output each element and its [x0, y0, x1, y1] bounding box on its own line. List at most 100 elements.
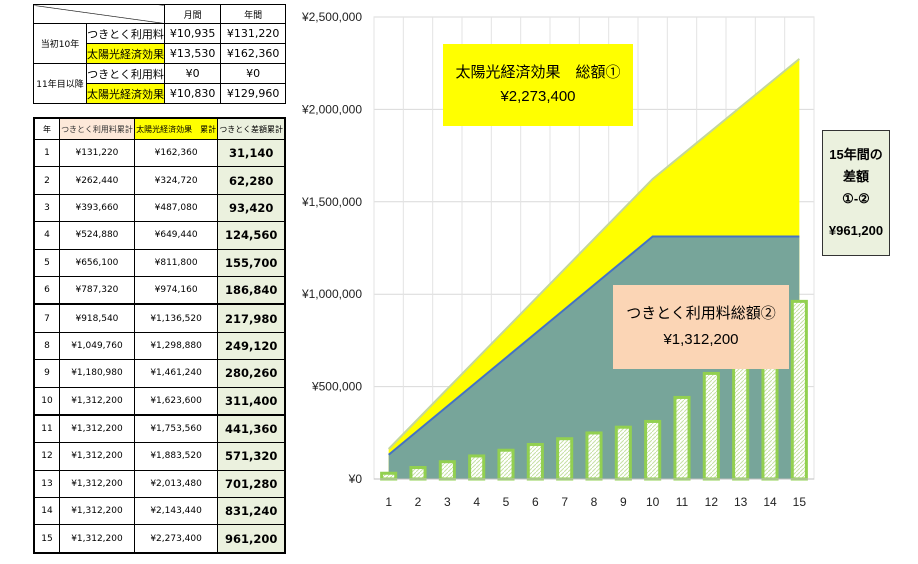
cell-tsuki-cumulative: ¥656,100	[59, 248, 135, 277]
difference-line3: ①-②	[842, 191, 870, 206]
diff-cumulative-bar	[702, 371, 720, 481]
diff-cumulative-bar	[790, 299, 808, 481]
cell-diff-cumulative: 311,400	[217, 386, 286, 416]
cell-tsuki-cumulative: ¥131,220	[59, 138, 135, 168]
diff-cumulative-bar	[644, 419, 662, 481]
cumulative-row: 9 ¥1,180,980 ¥1,461,240 280,260	[33, 359, 286, 388]
summary-row: 11年目以降 つきとく利用料 ¥0 ¥0	[33, 63, 286, 104]
solar-total-label: 太陽光経済効果 総額① ¥2,273,400	[443, 44, 633, 126]
cell-year: 7	[33, 303, 60, 333]
diff-cumulative-bar	[497, 448, 515, 481]
cell-diff-cumulative: 831,240	[217, 497, 286, 526]
x-tick-label: 11	[676, 495, 689, 509]
tsuki-cumulative-line	[388, 235, 800, 456]
x-tick-label: 5	[503, 495, 510, 509]
summary-monthly-value: ¥0	[163, 63, 222, 84]
cumulative-row: 14 ¥1,312,200 ¥2,143,440 831,240	[33, 497, 286, 526]
tsuki-total-title: つきとく利用料総額②	[626, 305, 776, 322]
x-tick-label: 7	[561, 495, 568, 509]
summary-monthly-value: ¥10,830	[163, 83, 222, 104]
x-tick-label: 1	[385, 495, 392, 509]
y-tick-label: ¥2,000,000	[301, 102, 362, 116]
cumulative-row: 5 ¥656,100 ¥811,800 155,700	[33, 248, 286, 277]
difference-line2: 差額	[842, 169, 869, 184]
summary-corner-cell	[33, 4, 165, 24]
diff-cumulative-bar	[585, 431, 603, 481]
cell-tsuki-cumulative: ¥1,049,760	[59, 331, 135, 361]
x-tick-label: 3	[444, 495, 451, 509]
cell-diff-cumulative: 441,360	[217, 413, 286, 444]
x-tick-label: 15	[793, 495, 807, 509]
cell-year: 12	[33, 442, 60, 471]
y-tick-label: ¥500,000	[311, 380, 362, 394]
header-tsuki-cumulative: つきとく利用料累計	[59, 117, 135, 140]
summary-row: 太陽光経済効果 ¥10,830 ¥129,960	[34, 83, 286, 104]
difference-callout: 15年間の 差額 ①-② ¥961,200	[822, 130, 890, 256]
y-tick-label: ¥2,500,000	[301, 10, 362, 24]
diff-cumulative-bar	[526, 442, 544, 481]
cell-solar-cumulative: ¥1,461,240	[133, 359, 219, 388]
cumulative-row: 2 ¥262,440 ¥324,720 62,280	[33, 166, 286, 195]
cell-diff-cumulative: 249,120	[217, 331, 286, 361]
x-tick-label: 4	[473, 495, 480, 509]
x-tick-label: 9	[620, 495, 627, 509]
cell-tsuki-cumulative: ¥1,312,200	[59, 469, 135, 499]
summary-group-label: 11年目以降	[33, 63, 87, 104]
cell-solar-cumulative: ¥162,360	[133, 138, 219, 168]
summary-item-label: つきとく利用料	[86, 63, 165, 84]
diff-cumulative-bar	[380, 471, 398, 481]
cell-tsuki-cumulative: ¥262,440	[59, 166, 135, 195]
cumulative-table: 年 つきとく利用料累計 太陽光経済効果 累計 つきとく差額累計 1 ¥131,22…	[33, 117, 286, 554]
x-tick-label: 12	[705, 495, 719, 509]
tsuki-total-label: つきとく利用料総額② ¥1,312,200	[613, 285, 789, 369]
y-tick-label: ¥1,500,000	[301, 195, 362, 209]
cell-diff-cumulative: 62,280	[217, 166, 286, 195]
x-tick-label: 8	[591, 495, 598, 509]
summary-row: 太陽光経済効果 ¥13,530 ¥162,360	[34, 43, 286, 64]
cell-solar-cumulative: ¥811,800	[133, 248, 219, 277]
diff-cumulative-bar	[614, 425, 632, 481]
cell-diff-cumulative: 155,700	[217, 248, 286, 277]
y-tick-label: ¥0	[348, 472, 363, 486]
difference-value: ¥961,200	[828, 223, 884, 238]
cumulative-row: 13 ¥1,312,200 ¥2,013,480 701,280	[33, 469, 286, 499]
summary-annual-value: ¥162,360	[220, 43, 286, 64]
tsuki-total-value: ¥1,312,200	[663, 331, 739, 348]
summary-monthly-value: ¥13,530	[163, 43, 222, 64]
cell-solar-cumulative: ¥649,440	[133, 221, 219, 250]
cell-diff-cumulative: 571,320	[217, 442, 286, 471]
cell-diff-cumulative: 31,140	[217, 138, 286, 168]
x-tick-label: 14	[763, 495, 777, 509]
diff-cumulative-bar	[409, 465, 427, 481]
cell-diff-cumulative: 961,200	[217, 524, 286, 554]
cumulative-row: 1 ¥131,220 ¥162,360 31,140	[33, 138, 286, 168]
header-diff-cumulative: つきとく差額累計	[217, 117, 286, 140]
summary-header-row: 月間 年間	[33, 4, 286, 24]
diff-cumulative-bar	[468, 454, 486, 481]
summary-item-label: 太陽光経済効果	[86, 43, 165, 64]
x-tick-label: 13	[734, 495, 748, 509]
summary-row: 当初10年 つきとく利用料 ¥10,935 ¥131,220	[33, 23, 286, 64]
cell-year: 15	[33, 524, 60, 554]
cumulative-row: 3 ¥393,660 ¥487,080 93,420	[33, 193, 286, 223]
cell-solar-cumulative: ¥2,273,400	[133, 524, 219, 554]
cumulative-row: 11 ¥1,312,200 ¥1,753,560 441,360	[33, 413, 286, 444]
summary-table: 月間 年間 当初10年 つきとく利用料 ¥10,935 ¥131,220 太陽光経済効果 ¥1…	[33, 4, 286, 104]
solar-total-title: 太陽光経済効果 総額①	[455, 64, 621, 81]
x-tick-label: 2	[415, 495, 422, 509]
diff-cumulative-bar	[438, 460, 456, 481]
cell-diff-cumulative: 280,260	[217, 359, 286, 388]
summary-item-label: 太陽光経済効果	[86, 83, 165, 104]
cumulative-row: 12 ¥1,312,200 ¥1,883,520 571,320	[33, 442, 286, 471]
cumulative-row: 15 ¥1,312,200 ¥2,273,400 961,200	[33, 524, 286, 554]
cell-tsuki-cumulative: ¥1,312,200	[59, 442, 135, 471]
cell-tsuki-cumulative: ¥787,320	[59, 275, 135, 305]
cell-diff-cumulative: 93,420	[217, 193, 286, 223]
diff-cumulative-bar	[556, 437, 574, 481]
solar-total-value: ¥2,273,400	[500, 88, 576, 105]
cell-solar-cumulative: ¥974,160	[133, 275, 219, 305]
cell-solar-cumulative: ¥1,623,600	[133, 386, 219, 416]
y-tick-label: ¥1,000,000	[301, 287, 362, 301]
cell-solar-cumulative: ¥2,143,440	[133, 497, 219, 526]
cell-solar-cumulative: ¥1,753,560	[133, 413, 219, 444]
